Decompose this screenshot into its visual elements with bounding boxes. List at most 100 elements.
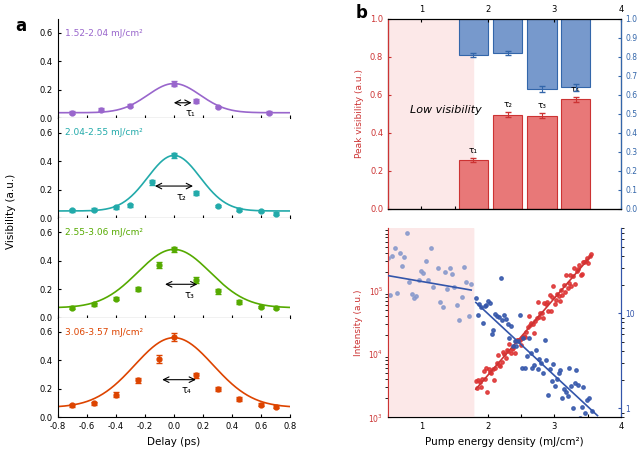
Point: [507, 346, 517, 353]
Point: [428, 283, 438, 291]
Point: [428, 382, 438, 389]
Text: 2.55-3.06 mJ/cm²: 2.55-3.06 mJ/cm²: [65, 228, 143, 237]
Point: [435, 298, 445, 306]
Point: [420, 378, 431, 386]
Point: [479, 367, 489, 375]
Point: [375, 385, 385, 392]
Point: [502, 347, 512, 354]
Point: [547, 378, 557, 385]
Y-axis label: Intensity (a.u.): Intensity (a.u.): [354, 289, 363, 356]
Point: [503, 348, 513, 355]
Point: [413, 389, 423, 396]
Point: [381, 386, 391, 393]
Point: [532, 299, 543, 306]
Point: [413, 383, 423, 390]
Point: [525, 349, 536, 356]
Point: [580, 409, 590, 416]
Point: [520, 364, 531, 372]
Point: [393, 375, 403, 383]
Point: [497, 316, 508, 324]
Point: [584, 252, 595, 260]
Point: [394, 386, 404, 394]
Bar: [458, 160, 488, 209]
Point: [537, 310, 547, 317]
Point: [426, 386, 436, 393]
Point: [586, 250, 596, 258]
Point: [434, 378, 444, 386]
Point: [511, 337, 521, 345]
Bar: [561, 19, 590, 87]
Point: [399, 371, 410, 378]
Point: [409, 294, 419, 302]
Point: [582, 397, 592, 404]
Point: [399, 399, 410, 407]
Point: [459, 264, 469, 271]
Point: [500, 315, 511, 322]
Point: [566, 282, 577, 290]
Point: [466, 394, 476, 401]
Point: [475, 379, 485, 386]
Point: [406, 371, 417, 378]
Point: [579, 383, 589, 391]
Point: [373, 378, 383, 386]
Point: [378, 257, 388, 265]
Point: [593, 415, 603, 423]
Point: [442, 376, 452, 383]
Point: [432, 359, 442, 367]
Point: [424, 375, 435, 383]
Bar: [527, 19, 557, 89]
Point: [586, 417, 596, 424]
Point: [440, 269, 450, 276]
Point: [583, 259, 593, 267]
Text: τ₁: τ₁: [186, 108, 195, 119]
Bar: [561, 99, 590, 209]
Point: [568, 405, 578, 412]
Text: τ₃: τ₃: [538, 101, 547, 110]
Point: [522, 323, 532, 331]
Point: [401, 387, 412, 394]
Point: [557, 394, 568, 401]
Point: [521, 328, 531, 335]
Point: [564, 364, 575, 371]
Point: [561, 272, 572, 279]
Text: 2.04-2.55 mJ/cm²: 2.04-2.55 mJ/cm²: [65, 129, 142, 137]
Point: [433, 264, 443, 272]
Point: [587, 408, 597, 415]
Point: [591, 423, 601, 431]
Point: [518, 332, 529, 340]
Point: [540, 299, 550, 307]
Point: [377, 377, 387, 384]
Point: [390, 244, 400, 251]
Point: [524, 334, 534, 342]
Point: [563, 284, 573, 291]
Text: τ₁: τ₁: [468, 146, 477, 155]
Point: [541, 300, 551, 308]
Point: [541, 356, 552, 364]
Point: [522, 352, 532, 360]
Point: [538, 315, 548, 322]
Point: [476, 303, 486, 310]
Point: [540, 336, 550, 344]
Point: [373, 283, 383, 291]
Point: [417, 395, 427, 402]
Point: [515, 311, 525, 318]
Point: [513, 337, 524, 345]
Point: [513, 336, 524, 343]
Point: [551, 296, 561, 303]
Point: [405, 378, 415, 385]
Point: [582, 255, 592, 262]
Point: [536, 359, 546, 366]
Point: [516, 341, 526, 349]
Point: [509, 349, 520, 357]
Point: [524, 313, 534, 320]
Text: 3.06-3.57 mJ/cm²: 3.06-3.57 mJ/cm²: [65, 328, 143, 337]
Point: [488, 327, 499, 334]
Point: [471, 377, 481, 385]
Text: τ₄: τ₄: [182, 386, 192, 395]
Point: [488, 365, 498, 373]
Text: 1.52-2.04 mJ/cm²: 1.52-2.04 mJ/cm²: [65, 29, 142, 38]
Point: [380, 387, 390, 394]
Point: [560, 288, 570, 295]
Point: [479, 303, 490, 310]
Point: [556, 367, 566, 374]
